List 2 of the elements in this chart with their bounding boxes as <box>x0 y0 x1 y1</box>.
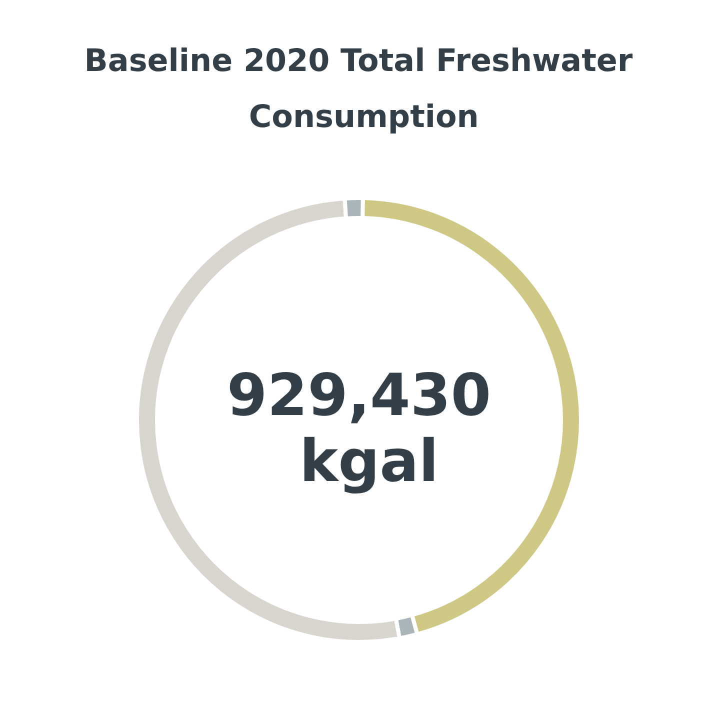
chart-title: Baseline 2020 Total Freshwater Consumption <box>84 43 634 135</box>
text: 929,430 kgal <box>226 361 492 495</box>
